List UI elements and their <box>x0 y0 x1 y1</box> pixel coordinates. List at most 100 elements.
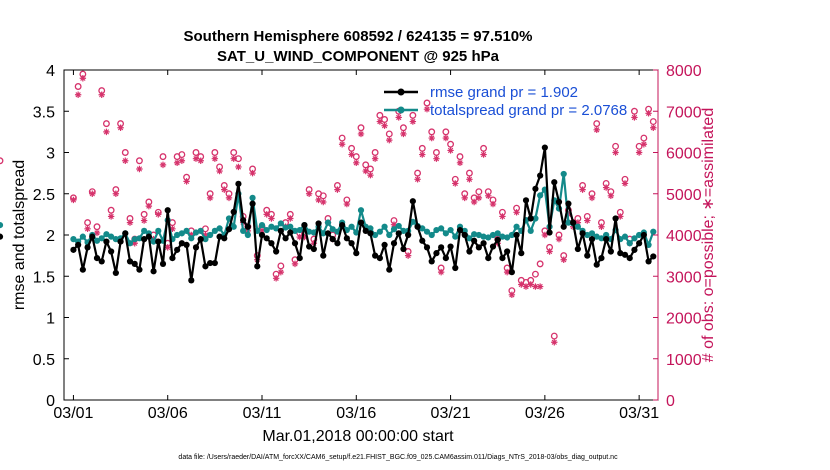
obs-assimilated-point <box>164 244 171 251</box>
rmse-point <box>560 223 567 230</box>
chart-title: Southern Hemisphere 608592 / 624135 = 97… <box>184 28 533 45</box>
rmse-point <box>456 226 464 234</box>
totalspread-point <box>447 226 454 234</box>
totalspread-point <box>306 228 313 235</box>
obs-assimilated-point <box>461 194 468 202</box>
obs-assimilated-point <box>588 194 596 202</box>
obs-assimilated-point <box>277 268 285 276</box>
totalspread-point <box>532 215 539 222</box>
totalspread-point <box>103 231 110 238</box>
totalspread-point <box>329 226 336 233</box>
legend-totalspread-marker <box>397 106 405 114</box>
obs-assimilated-point <box>93 229 101 237</box>
rmse-point <box>296 255 303 262</box>
y-tick-label-left: 3.5 <box>33 104 55 121</box>
totalspread-point <box>372 231 379 239</box>
rmse-point <box>541 144 548 151</box>
rmse-point <box>310 245 317 253</box>
rmse-point <box>612 215 619 222</box>
rmse-point <box>372 252 379 259</box>
totalspread-point <box>485 234 492 241</box>
rmse-point <box>329 236 336 243</box>
totalspread-point <box>419 225 426 232</box>
totalspread-point <box>240 227 247 234</box>
obs-possible-point <box>140 210 148 218</box>
obs-assimilated-point <box>456 159 464 167</box>
obs-possible-point <box>423 99 431 107</box>
totalspread-point <box>565 219 572 226</box>
rmse-point <box>367 230 374 237</box>
obs-assimilated-point <box>249 169 256 177</box>
totalspread-point <box>79 233 86 240</box>
rmse-point <box>192 244 200 251</box>
obs-assimilated-point <box>584 217 591 224</box>
rmse-point <box>353 250 360 257</box>
rmse-point <box>225 226 233 233</box>
rmse-point <box>461 231 468 239</box>
totalspread-point <box>423 228 431 235</box>
obs-assimilated-point <box>70 196 77 204</box>
rmse-point <box>108 248 115 255</box>
rmse-point <box>395 230 402 237</box>
obs-assimilated-point <box>433 155 440 162</box>
totalspread-point <box>291 227 299 234</box>
totalspread-point <box>631 235 638 242</box>
rmse-point <box>89 233 96 240</box>
totalspread-point <box>126 240 134 247</box>
obs-possible-point <box>348 144 356 152</box>
totalspread-point <box>560 170 567 178</box>
totalspread-point <box>513 223 520 230</box>
rmse-point <box>570 219 577 226</box>
rmse-point <box>390 240 398 247</box>
obs-assimilated-point <box>607 192 615 200</box>
rmse-point <box>164 207 171 214</box>
obs-assimilated-point <box>551 339 558 346</box>
rmse-point <box>268 240 275 247</box>
obs-assimilated-point <box>211 155 219 162</box>
obs-assimilated-point <box>315 196 322 204</box>
obs-assimilated-point <box>353 159 360 167</box>
rmse-point <box>343 235 350 242</box>
rmse-point <box>197 236 204 243</box>
totalspread-point <box>244 231 251 239</box>
obs-assimilated-point <box>536 283 544 290</box>
obs-assimilated-point <box>475 194 483 202</box>
obs-assimilated-point <box>202 231 209 239</box>
totalspread-point <box>0 222 4 229</box>
totalspread-point <box>588 230 596 237</box>
obs-assimilated-point <box>169 225 176 233</box>
rmse-point <box>593 261 600 268</box>
obs-assimilated-point <box>419 151 426 158</box>
rmse-point <box>607 248 614 255</box>
rmse-series <box>0 144 657 284</box>
obs-assimilated-point <box>117 124 124 131</box>
totalspread-point <box>527 227 534 234</box>
rmse-point <box>400 245 407 253</box>
obs-assimilated-point <box>390 221 398 228</box>
obs-possible-point <box>475 188 483 196</box>
rmse-point <box>386 266 393 273</box>
rmse-point <box>70 246 77 253</box>
obs-assimilated-point <box>602 184 610 191</box>
rmse-point <box>362 227 369 234</box>
obs-assimilated-point <box>640 141 648 148</box>
x-axis-label: Mar.01,2018 00:00:00 start <box>262 428 454 445</box>
obs-assimilated-point <box>258 227 266 235</box>
obs-assimilated-point <box>527 281 534 288</box>
totalspread-point <box>183 227 190 234</box>
x-tick-label: 03/31 <box>619 405 659 422</box>
totalspread-point <box>626 240 633 247</box>
totalspread-point <box>192 229 200 236</box>
rmse-point <box>442 255 449 262</box>
rmse-point <box>249 200 256 207</box>
obs-assimilated-point <box>348 151 355 158</box>
totalspread-point <box>112 236 119 243</box>
totalspread-point <box>310 229 317 236</box>
y-tick-label-left: 3 <box>46 146 55 163</box>
obs-assimilated-point <box>98 91 105 98</box>
totalspread-point <box>258 222 266 229</box>
rmse-point <box>537 172 544 179</box>
rmse-point <box>211 259 218 267</box>
obs-possible-point <box>612 142 620 150</box>
